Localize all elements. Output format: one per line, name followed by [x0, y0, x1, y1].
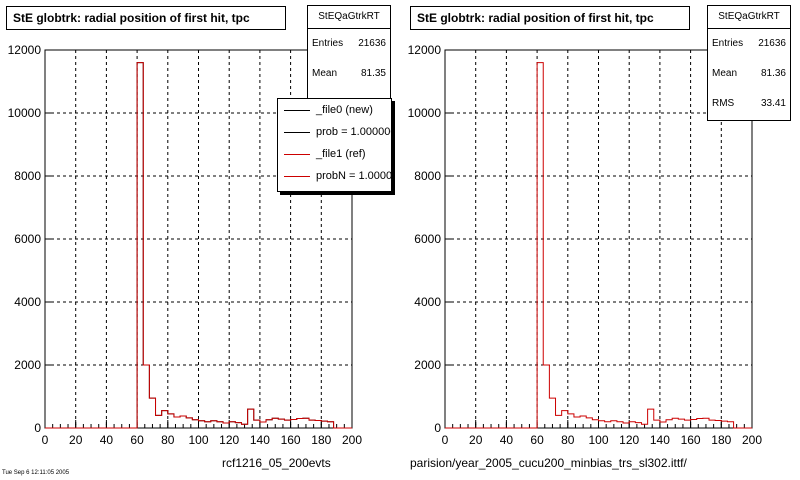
legend-label: prob = 1.000000 [316, 126, 392, 138]
panel2-stats-rms: RMS 33.41 [708, 89, 790, 119]
y-tick-label: 6000 [14, 232, 41, 246]
y-tick-label: 12000 [408, 43, 442, 57]
legend-label: _file0 (new) [316, 104, 373, 116]
x-tick-label: 140 [250, 433, 270, 447]
x-tick-label: 80 [161, 433, 175, 447]
legend-swatch [284, 110, 310, 111]
panel2-stats-entries: Entries 21636 [708, 29, 790, 59]
panel2-title-text: StE globtrk: radial position of first hi… [417, 11, 654, 25]
legend-swatch [284, 176, 310, 177]
x-tick-label: 160 [681, 433, 701, 447]
panel2-stats-name: StEQaGtrkRT [708, 6, 790, 29]
panel2-footer-label: parision/year_2005_cucu200_minbias_trs_s… [410, 456, 687, 470]
legend-entry: prob = 1.000000 [278, 121, 391, 143]
y-tick-label: 4000 [14, 295, 41, 309]
x-tick-label: 180 [311, 433, 331, 447]
panel1-stats-mean: Mean 81.35 [308, 59, 390, 89]
stats-label: Mean [712, 68, 738, 79]
stats-label: Entries [312, 38, 344, 49]
panel1-timestamp: Tue Sep 6 12:11:05 2005 [2, 470, 70, 476]
x-tick-label: 200 [342, 433, 362, 447]
y-tick-label: 4000 [414, 295, 441, 309]
x-tick-label: 100 [188, 433, 208, 447]
x-tick-label: 40 [500, 433, 514, 447]
x-tick-label: 0 [42, 433, 49, 447]
y-tick-label: 10000 [8, 106, 42, 120]
y-tick-label: 8000 [14, 169, 41, 183]
panel1-footer-label: rcf1216_05_200evts [222, 456, 331, 470]
stats-value: 21636 [358, 38, 386, 49]
x-tick-label: 120 [619, 433, 639, 447]
legend-entry: _file0 (new) [278, 99, 391, 121]
y-tick-label: 12000 [8, 43, 42, 57]
y-tick-label: 10000 [408, 106, 442, 120]
panel2-stats-mean: Mean 81.36 [708, 59, 790, 89]
panel1-title-text: StE globtrk: radial position of first hi… [13, 11, 250, 25]
panel1-title: StE globtrk: radial position of first hi… [6, 6, 286, 30]
x-tick-label: 200 [742, 433, 762, 447]
x-tick-label: 120 [219, 433, 239, 447]
legend-entry: _file1 (ref) [278, 143, 391, 165]
y-tick-label: 2000 [14, 358, 41, 372]
panel1-legend: _file0 (new) prob = 1.000000 _file1 (ref… [277, 98, 392, 192]
legend-label: probN = 1.000000 [316, 170, 392, 182]
x-tick-label: 60 [130, 433, 144, 447]
stats-value: 81.35 [360, 68, 386, 79]
y-tick-label: 6000 [414, 232, 441, 246]
x-tick-label: 100 [588, 433, 608, 447]
histogram-series-1 [445, 62, 752, 429]
x-tick-label: 140 [650, 433, 670, 447]
panel1-stats-name: StEQaGtrkRT [308, 6, 390, 29]
x-tick-label: 20 [469, 433, 483, 447]
stats-value: 33.41 [760, 98, 786, 109]
x-tick-label: 60 [530, 433, 544, 447]
panel2-stats-box: StEQaGtrkRT Entries 21636 Mean 81.36 RMS… [707, 5, 791, 121]
x-tick-label: 160 [281, 433, 301, 447]
legend-entry: probN = 1.000000 [278, 165, 391, 187]
histogram-series-2 [45, 62, 352, 429]
x-tick-label: 0 [442, 433, 449, 447]
x-tick-label: 80 [561, 433, 575, 447]
legend-swatch [284, 154, 310, 155]
panel1-stats-entries: Entries 21636 [308, 29, 390, 59]
stats-label: Mean [312, 68, 338, 79]
y-tick-label: 2000 [414, 358, 441, 372]
x-tick-label: 40 [100, 433, 114, 447]
y-tick-label: 8000 [414, 169, 441, 183]
stats-label: RMS [712, 98, 735, 109]
panel2-title: StE globtrk: radial position of first hi… [410, 6, 690, 30]
stats-value: 81.36 [760, 68, 786, 79]
stats-value: 21636 [758, 38, 786, 49]
y-tick-label: 0 [34, 421, 41, 435]
stats-label: Entries [712, 38, 744, 49]
legend-label: _file1 (ref) [316, 148, 366, 160]
x-tick-label: 180 [711, 433, 731, 447]
panel1-stats-box: StEQaGtrkRT Entries 21636 Mean 81.35 [307, 5, 391, 101]
legend-swatch [284, 132, 310, 133]
x-tick-label: 20 [69, 433, 83, 447]
y-tick-label: 0 [434, 421, 441, 435]
